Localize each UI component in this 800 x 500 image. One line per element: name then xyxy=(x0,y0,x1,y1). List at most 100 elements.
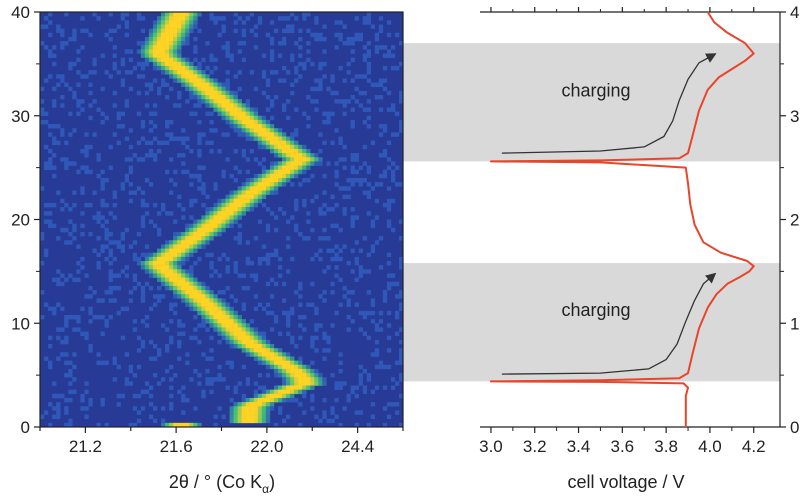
heatmap-cell xyxy=(44,144,49,150)
heatmap-cell xyxy=(148,86,154,92)
heatmap-cell xyxy=(205,356,210,361)
heatmap-cell xyxy=(68,389,73,395)
heatmap-cell xyxy=(374,215,380,220)
heatmap-cell xyxy=(245,331,251,336)
heatmap-cell xyxy=(294,173,299,179)
heatmap-cell xyxy=(80,397,85,403)
heatmap-cell xyxy=(88,90,93,96)
heatmap-cell xyxy=(310,373,315,378)
heatmap-cell xyxy=(298,381,303,386)
heatmap-cell xyxy=(282,360,287,366)
heatmap-cell xyxy=(245,397,251,403)
heatmap-cell xyxy=(120,236,125,241)
heatmap-cell xyxy=(277,352,283,357)
heatmap-cell xyxy=(92,99,97,104)
heatmap-cell xyxy=(277,331,283,336)
heatmap-cell xyxy=(161,244,166,249)
heatmap-cell xyxy=(382,53,388,58)
heatmap-cell xyxy=(338,140,343,146)
heatmap-cell xyxy=(209,140,214,146)
heatmap-cell xyxy=(245,111,251,117)
heatmap-cell xyxy=(68,240,73,245)
heatmap-cell xyxy=(185,65,190,71)
heatmap-cell xyxy=(273,95,279,100)
heatmap-cell xyxy=(241,32,246,38)
heatmap-cell xyxy=(173,182,178,187)
heatmap-cell xyxy=(144,265,150,270)
heatmap-cell xyxy=(330,281,335,287)
heatmap-cell xyxy=(298,335,303,341)
heatmap-cell xyxy=(161,16,166,21)
heatmap-cell xyxy=(306,165,311,170)
heatmap-cell xyxy=(152,45,158,50)
heatmap-cell xyxy=(140,198,146,204)
heatmap-cell xyxy=(225,90,230,96)
heatmap-cell xyxy=(108,252,113,258)
heatmap-cell xyxy=(277,41,283,46)
heatmap-cell xyxy=(346,327,351,332)
heatmap-cell xyxy=(140,252,146,258)
heatmap-cell xyxy=(44,111,49,117)
heatmap-cell xyxy=(265,281,271,287)
heatmap-cell xyxy=(197,148,202,154)
heatmap-cell xyxy=(249,331,255,336)
heatmap-cell xyxy=(197,285,202,291)
heatmap-cell xyxy=(161,252,166,258)
heatmap-cell xyxy=(386,364,392,370)
heatmap-cell xyxy=(108,36,113,42)
heatmap-cell xyxy=(213,128,218,133)
heatmap-cell xyxy=(378,153,384,158)
heatmap-cell xyxy=(52,223,57,229)
heatmap-cell xyxy=(241,103,246,108)
heatmap-cell xyxy=(181,397,186,403)
heatmap-cell xyxy=(298,45,303,50)
heatmap-cell xyxy=(282,41,287,46)
heatmap-cell xyxy=(156,248,162,253)
heatmap-cell xyxy=(269,99,275,104)
heatmap-cell xyxy=(277,140,283,146)
heatmap-cell xyxy=(269,277,275,283)
heatmap-cell xyxy=(201,165,206,170)
heatmap-cell xyxy=(185,298,190,303)
heatmap-cell xyxy=(116,140,121,146)
heatmap-cell xyxy=(152,252,158,258)
heatmap-cell xyxy=(286,157,291,162)
heatmap-cell xyxy=(68,132,73,137)
heatmap-cell xyxy=(128,182,134,187)
heatmap-cell xyxy=(265,356,271,361)
heatmap-cell xyxy=(306,41,311,46)
heatmap-cell xyxy=(205,368,210,374)
heatmap-cell xyxy=(350,95,355,100)
heatmap-cell xyxy=(68,422,73,428)
heatmap-cell xyxy=(148,306,154,312)
heatmap-cell xyxy=(225,360,230,366)
heatmap-cell xyxy=(72,36,77,42)
heatmap-cell xyxy=(269,252,275,258)
heatmap-cell xyxy=(261,74,267,79)
heatmap-cell xyxy=(257,344,263,349)
heatmap-cell xyxy=(189,227,194,233)
heatmap-cell xyxy=(310,198,315,204)
heatmap-cell xyxy=(221,414,226,419)
heatmap-cell xyxy=(44,161,49,166)
heatmap-cell xyxy=(249,418,255,424)
heatmap-cell xyxy=(156,381,162,386)
heatmap-cell xyxy=(48,20,53,25)
heatmap-cell xyxy=(120,78,125,83)
heatmap-cell xyxy=(386,273,392,278)
heatmap-cell xyxy=(249,202,255,208)
heatmap-cell xyxy=(294,107,299,112)
heatmap-cell xyxy=(282,173,287,179)
heatmap-cell xyxy=(217,99,222,104)
heatmap-cell xyxy=(161,294,166,299)
heatmap-cell xyxy=(241,41,246,46)
heatmap-cell xyxy=(294,153,299,158)
heatmap-cell xyxy=(88,397,93,403)
heatmap-cell xyxy=(72,223,77,229)
heatmap-cell xyxy=(269,140,275,146)
heatmap-cell xyxy=(330,290,335,295)
heatmap-cell xyxy=(245,377,251,382)
heatmap-cell xyxy=(237,319,242,324)
heatmap-cell xyxy=(144,61,150,67)
heatmap-cell xyxy=(282,140,287,146)
